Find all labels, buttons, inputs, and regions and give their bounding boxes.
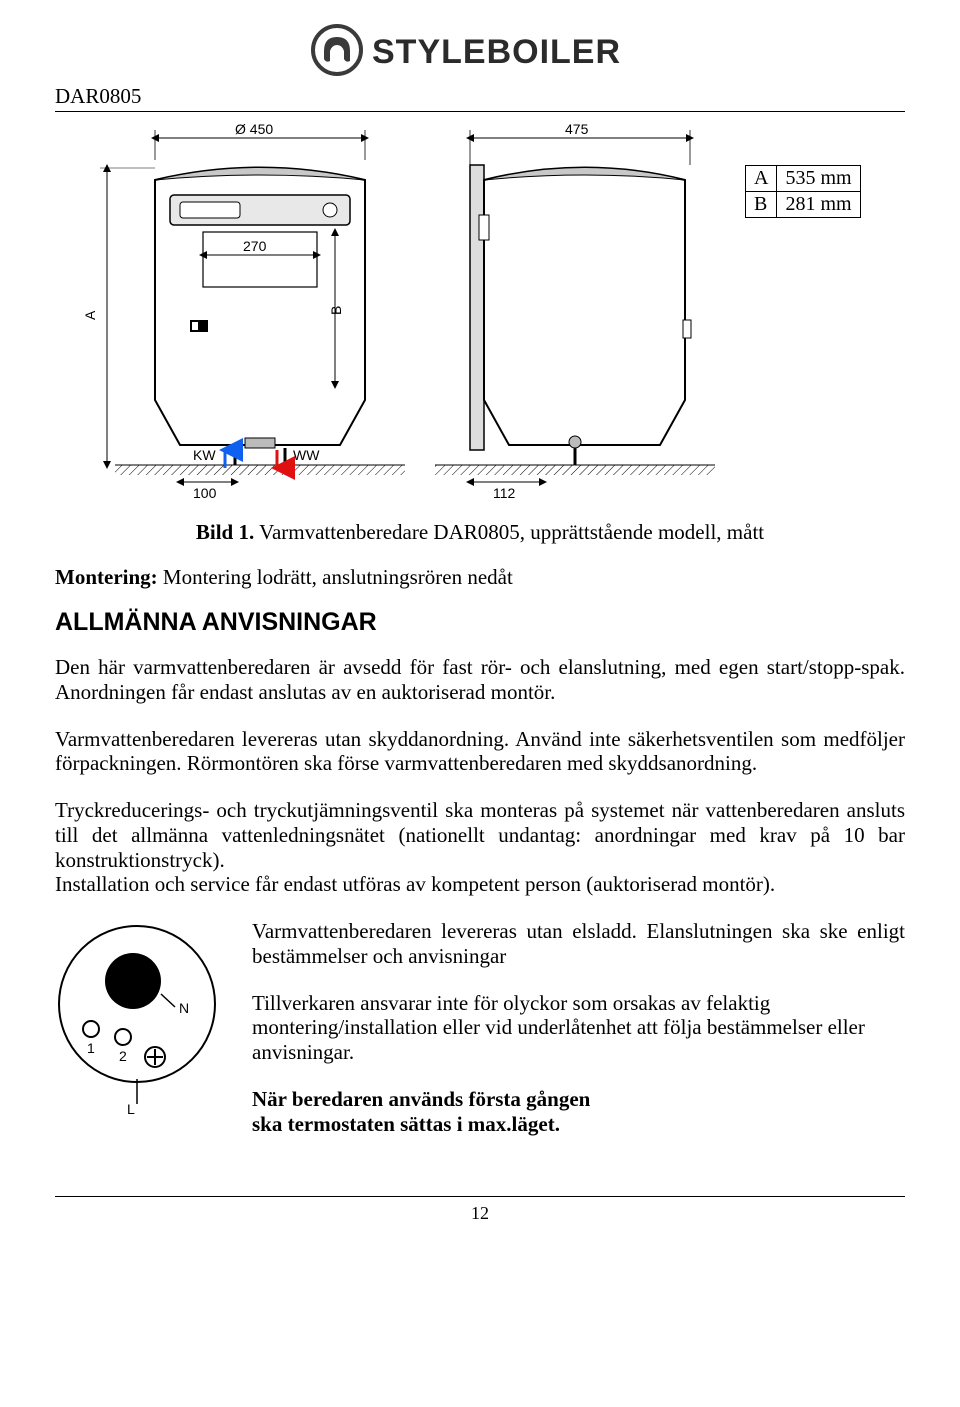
paragraph-1: Den här varmvattenberedaren är avsedd fö…: [55, 655, 905, 705]
indented-block: N 1 2 L Varmvattenberedaren levereras ut…: [55, 919, 905, 1136]
caption-bold: Bild 1.: [196, 520, 254, 544]
dim-key: A: [746, 166, 777, 192]
dim-value: 281 mm: [777, 192, 860, 218]
doc-code-row: DAR0805: [55, 84, 905, 112]
paragraph-2: Varmvattenberedaren levereras utan skydd…: [55, 727, 905, 777]
paragraph-3b: Installation och service får endast utfö…: [55, 872, 905, 897]
dim-side-width: 475: [565, 121, 589, 137]
section-heading: ALLMÄNNA ANVISNINGAR: [55, 608, 905, 637]
dim-key: B: [746, 192, 777, 218]
label-kw: KW: [193, 447, 216, 463]
brand-text: STYLEBOILER: [372, 33, 621, 71]
terminal-1: 1: [87, 1040, 95, 1056]
dimension-table: A 535 mm B 281 mm: [745, 165, 861, 218]
side-view-diagram: 475 112: [425, 120, 725, 500]
page-number: 12: [471, 1203, 489, 1223]
mounting-rest: Montering lodrätt, anslutningsrören nedå…: [158, 565, 513, 589]
dim-value: 535 mm: [777, 166, 860, 192]
dim-B-label: B: [328, 306, 344, 315]
front-view-diagram: Ø 450 270 A: [85, 120, 405, 500]
indent-p1: Varmvattenberedaren levereras utan elsla…: [252, 919, 905, 969]
indent-p2: Tillverkaren ansvarar inte för olyckor s…: [252, 991, 905, 1065]
mounting-line: Montering: Montering lodrätt, anslutning…: [55, 565, 905, 590]
dim-bracket-span: 270: [243, 238, 267, 254]
dim-side-offset: 112: [493, 485, 516, 500]
mounting-bold: Montering:: [55, 565, 158, 589]
indent-p3: När beredaren används första gången ska …: [252, 1087, 905, 1137]
label-ww: WW: [293, 447, 320, 463]
terminal-2: 2: [119, 1048, 127, 1064]
dim-A-label: A: [85, 310, 98, 320]
table-row: B 281 mm: [746, 192, 861, 218]
caption-rest: Varmvattenberedare DAR0805, upprättståen…: [254, 520, 764, 544]
doc-code: DAR0805: [55, 84, 141, 108]
terminal-diagram-icon: N 1 2 L: [55, 919, 230, 1114]
header: STYLEBOILER: [55, 20, 905, 80]
paragraph-3: Tryckreducerings- och tryckutjämningsven…: [55, 798, 905, 872]
brand-logo: STYLEBOILER: [310, 23, 650, 77]
figure-caption: Bild 1. Varmvattenberedare DAR0805, uppr…: [55, 520, 905, 545]
table-row: A 535 mm: [746, 166, 861, 192]
diagrams: Ø 450 270 A: [55, 120, 905, 500]
terminal-n: N: [179, 1000, 189, 1016]
footer: 12: [55, 1196, 905, 1224]
dim-offset-100: 100: [193, 485, 217, 500]
terminal-l: L: [127, 1101, 135, 1114]
dim-top-width: Ø 450: [235, 121, 273, 137]
